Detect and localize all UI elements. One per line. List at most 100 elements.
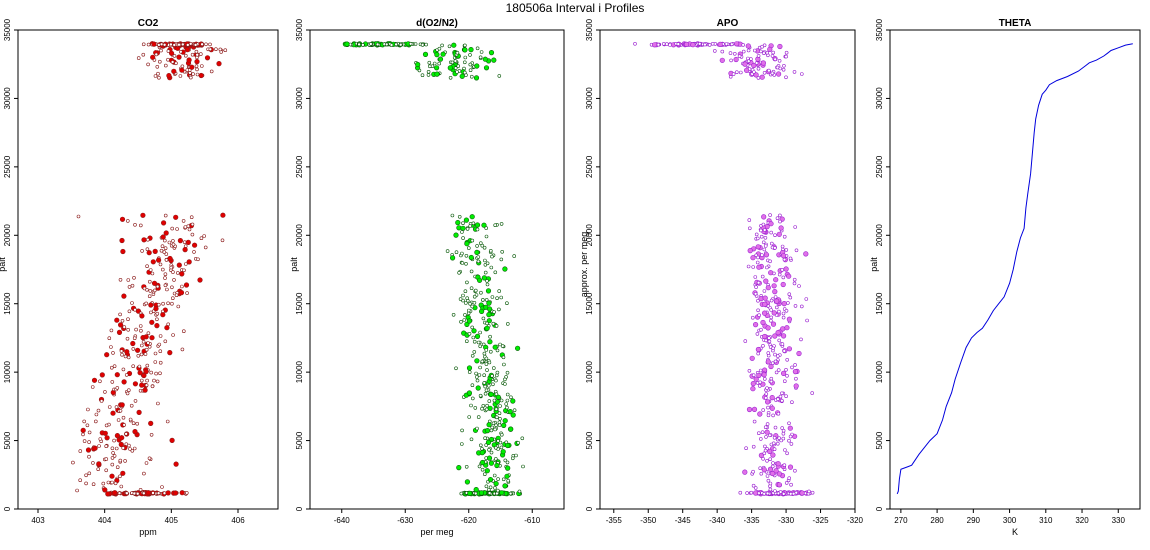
- point-o2n2: [493, 427, 497, 432]
- point-o2n2: [505, 398, 510, 403]
- point-o2n2: [473, 75, 480, 81]
- point-co2: [157, 302, 161, 307]
- y-tick-label-co2: 25000: [3, 155, 12, 178]
- point-co2: [102, 487, 108, 493]
- point-apo: [746, 59, 751, 64]
- point-apo: [784, 325, 790, 331]
- point-co2: [81, 432, 85, 437]
- point-o2n2: [474, 333, 481, 340]
- point-co2: [114, 405, 119, 409]
- point-co2: [130, 340, 136, 347]
- point-apo: [769, 308, 774, 312]
- point-co2: [141, 372, 147, 379]
- point-apo: [763, 425, 768, 430]
- point-co2: [115, 465, 120, 470]
- point-o2n2: [463, 217, 470, 223]
- point-co2: [154, 323, 160, 329]
- point-o2n2: [489, 428, 494, 433]
- point-o2n2: [480, 243, 485, 248]
- point-co2: [145, 247, 150, 251]
- point-o2n2: [453, 232, 459, 238]
- point-apo: [661, 42, 666, 46]
- point-o2n2: [488, 460, 495, 466]
- point-apo: [762, 377, 767, 381]
- point-o2n2: [488, 485, 493, 490]
- point-co2: [142, 387, 148, 393]
- x-axis-label-theta: K: [1012, 527, 1018, 537]
- point-o2n2: [488, 49, 495, 56]
- point-co2: [190, 222, 195, 227]
- point-o2n2: [463, 55, 468, 60]
- point-co2: [195, 72, 200, 77]
- x-tick-label-co2: 405: [165, 516, 179, 525]
- point-apo: [788, 256, 793, 261]
- point-co2: [91, 461, 95, 465]
- point-o2n2: [492, 398, 497, 403]
- point-o2n2: [521, 464, 525, 469]
- point-co2: [85, 423, 90, 428]
- point-o2n2: [467, 415, 472, 419]
- point-o2n2: [447, 65, 453, 71]
- point-apo: [784, 50, 789, 55]
- point-apo: [753, 376, 759, 382]
- point-co2: [163, 238, 167, 243]
- point-apo: [762, 289, 767, 293]
- point-o2n2: [505, 301, 509, 306]
- point-apo: [768, 363, 774, 370]
- point-co2: [155, 317, 159, 322]
- point-co2: [121, 293, 127, 299]
- point-o2n2: [459, 73, 465, 79]
- point-co2: [122, 325, 127, 329]
- point-o2n2: [487, 491, 492, 495]
- y-tick-label-co2: 35000: [3, 18, 12, 41]
- point-apo: [765, 474, 770, 478]
- point-apo: [717, 41, 723, 48]
- point-apo: [783, 266, 789, 272]
- point-apo: [746, 406, 753, 413]
- point-o2n2: [483, 270, 488, 275]
- point-apo: [741, 43, 746, 47]
- point-co2: [124, 349, 130, 355]
- point-o2n2: [488, 334, 492, 339]
- point-o2n2: [474, 249, 480, 255]
- point-co2: [203, 245, 208, 250]
- point-apo: [738, 490, 743, 495]
- point-o2n2: [468, 53, 472, 57]
- point-co2: [114, 446, 119, 451]
- point-apo: [763, 448, 768, 453]
- point-co2: [172, 43, 177, 47]
- point-co2: [145, 490, 151, 496]
- point-co2: [152, 378, 156, 383]
- point-apo: [732, 51, 737, 56]
- point-apo: [781, 311, 786, 316]
- point-o2n2: [474, 371, 478, 376]
- point-o2n2: [500, 449, 506, 455]
- point-co2: [209, 69, 214, 74]
- point-co2: [121, 446, 125, 450]
- point-apo: [771, 283, 777, 289]
- point-o2n2: [498, 342, 502, 347]
- point-co2: [120, 318, 125, 323]
- point-apo: [777, 43, 783, 50]
- point-co2: [97, 444, 101, 448]
- point-o2n2: [505, 460, 510, 465]
- point-o2n2: [486, 383, 491, 388]
- point-co2: [126, 219, 130, 223]
- point-apo: [750, 386, 756, 392]
- point-co2: [169, 42, 173, 47]
- point-o2n2: [503, 382, 507, 386]
- point-o2n2: [480, 467, 485, 472]
- point-co2: [159, 248, 164, 253]
- point-o2n2: [478, 344, 483, 349]
- point-co2: [171, 296, 175, 301]
- point-o2n2: [506, 478, 511, 483]
- point-o2n2: [453, 59, 458, 63]
- point-apo: [751, 444, 756, 449]
- panel-o2n2: d(O2/N2) -640 -630 -620 -610 0 5000 10000 15000 2…: [289, 18, 565, 537]
- point-apo: [746, 48, 751, 53]
- point-o2n2: [460, 428, 464, 433]
- point-o2n2: [470, 238, 475, 243]
- point-apo: [778, 394, 783, 399]
- point-co2: [149, 319, 155, 325]
- x-tick-label-apo: -355: [606, 516, 623, 525]
